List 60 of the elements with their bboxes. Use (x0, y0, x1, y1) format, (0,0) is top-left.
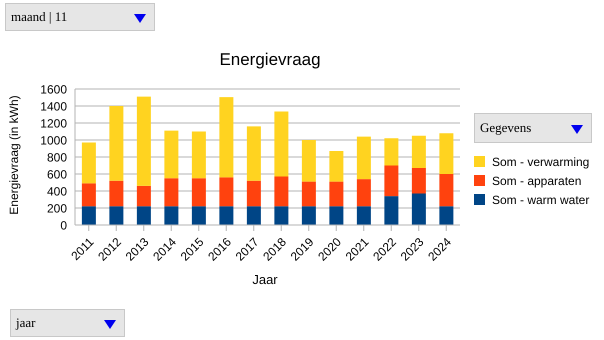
bar (439, 133, 454, 174)
bar (219, 97, 234, 178)
y-tick-label: 1400 (40, 99, 68, 114)
bar (274, 176, 288, 206)
bar (412, 136, 426, 168)
bar (246, 180, 261, 206)
dropdown: jaar (10, 309, 125, 337)
bar (82, 206, 96, 225)
bar (384, 196, 398, 225)
bar (329, 182, 344, 206)
dropdown: Gegevens (474, 113, 592, 143)
bar (384, 138, 398, 166)
bar (109, 106, 124, 181)
bar (412, 168, 426, 194)
bar (164, 178, 178, 206)
y-tick-label: 800 (46, 150, 68, 164)
y-tick-label: 600 (46, 167, 68, 182)
bar (302, 206, 316, 225)
bar (439, 174, 454, 206)
bar (302, 182, 316, 206)
y-tick-label: 400 (46, 184, 68, 198)
y-tick-label: 1000 (40, 133, 68, 148)
bar (136, 96, 151, 186)
bar (109, 180, 124, 206)
bar (329, 206, 344, 225)
y-axis-title: Energievraag (in kWh) (7, 95, 21, 215)
bar (439, 206, 454, 225)
bar (164, 130, 178, 178)
bar (356, 136, 371, 180)
legend-label: Som - warm water (492, 192, 590, 206)
bar (246, 206, 261, 225)
bar (192, 206, 206, 225)
bar (246, 126, 261, 181)
bar (136, 186, 151, 206)
bar (219, 177, 234, 206)
bar (192, 178, 206, 206)
bar (274, 112, 288, 177)
bar (192, 132, 206, 178)
bar (136, 206, 151, 225)
x-axis-title: Jaar (252, 272, 278, 287)
bar (274, 206, 288, 225)
chart-title: Energievraag (218, 50, 322, 70)
bar (356, 206, 371, 225)
y-tick-label: 1200 (40, 116, 68, 130)
y-tick-label: 200 (46, 201, 68, 216)
legend-label: Som - verwarming (492, 154, 590, 168)
bar (82, 183, 96, 206)
bar (329, 151, 344, 182)
bar (302, 140, 316, 182)
bar (164, 206, 178, 225)
y-tick-label: 1600 (40, 82, 68, 96)
dropdown: maand | 11 (5, 3, 155, 31)
bar (412, 194, 426, 225)
legend-label: Som - apparaten (492, 174, 582, 188)
bar (356, 179, 371, 206)
bar (82, 142, 96, 184)
bar (219, 206, 234, 225)
y-tick-label: 0 (60, 218, 68, 232)
bar (109, 206, 124, 225)
bar (384, 166, 398, 196)
